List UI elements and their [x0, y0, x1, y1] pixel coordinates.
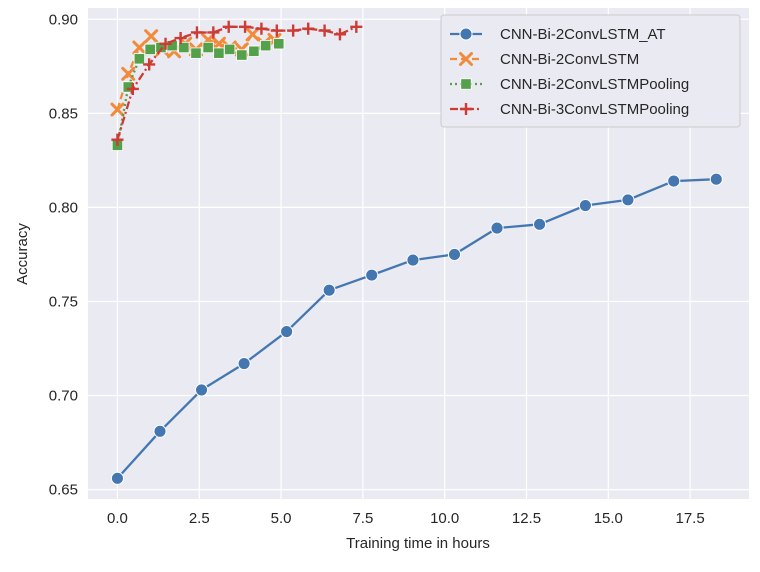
data-point [667, 174, 681, 188]
series-line [116, 25, 357, 141]
data-point [333, 28, 347, 41]
data-point [143, 58, 156, 71]
data-point [237, 357, 251, 371]
legend-label: CNN-Bi-2ConvLSTM [500, 51, 639, 68]
x-tick-label: 17.5 [675, 510, 704, 527]
legend-marker [459, 27, 473, 41]
data-point [190, 26, 204, 39]
series-1 [110, 172, 723, 485]
series-4 [111, 20, 363, 146]
y-tick-label: 0.85 [49, 105, 78, 122]
legend-entry: CNN-Bi-3ConvLSTMPooling [450, 101, 689, 118]
data-point [110, 471, 125, 485]
legend-label: CNN-Bi-2ConvLSTM_AT [500, 26, 666, 43]
y-tick-label: 0.70 [49, 388, 78, 405]
data-point [302, 22, 315, 35]
data-point [144, 29, 159, 44]
legend-entry: CNN-Bi-2ConvLSTMPooling [450, 76, 689, 93]
data-point [207, 26, 220, 39]
data-point [709, 172, 723, 186]
y-tick-label: 0.75 [49, 293, 78, 310]
data-point [287, 24, 300, 37]
data-point [322, 283, 336, 297]
data-point [447, 247, 462, 261]
data-point [174, 32, 187, 45]
data-point [159, 37, 172, 50]
legend-marker [459, 52, 473, 66]
data-point [110, 102, 125, 117]
data-point [406, 253, 420, 267]
x-tick-label: 5.0 [271, 510, 292, 527]
data-point [213, 47, 225, 59]
x-axis-label: Training time in hours [346, 535, 490, 552]
data-point [578, 198, 592, 213]
data-point [211, 36, 226, 51]
y-axis-label: Accuracy [14, 223, 31, 285]
x-tick-label: 2.5 [189, 510, 210, 527]
data-point [260, 39, 272, 52]
data-point [236, 49, 248, 61]
x-tick-label: 7.5 [352, 510, 373, 527]
data-point [202, 41, 214, 54]
legend: CNN-Bi-2ConvLSTM_AT CNN-Bi-2ConvLSTM CNN-B… [440, 14, 741, 128]
data-point [621, 193, 635, 207]
y-tick-label: 0.90 [49, 11, 78, 28]
data-point [111, 133, 124, 146]
x-tick-label: 15.0 [594, 510, 623, 527]
legend-marker [459, 102, 473, 116]
legend-label: CNN-Bi-3ConvLSTMPooling [500, 101, 689, 118]
x-tick-label: 12.5 [512, 510, 541, 527]
data-point [273, 38, 285, 50]
data-point [248, 45, 260, 57]
data-point [178, 41, 190, 54]
x-tick-label: 10.0 [430, 510, 459, 527]
data-point [133, 53, 145, 65]
data-point [190, 47, 202, 59]
data-point [365, 268, 379, 282]
data-point [318, 24, 331, 37]
legend-label: CNN-Bi-2ConvLSTMPooling [500, 76, 689, 93]
legend-entry: CNN-Bi-2ConvLSTM_AT [450, 26, 666, 43]
legend-entry: CNN-Bi-2ConvLSTM [450, 51, 639, 68]
data-point [350, 20, 363, 33]
data-point [153, 424, 167, 438]
tick-labels: 0.0 2.5 5.0 7.5 10.0 12.5 15.0 17.5 0.65 0.70 0.75… [49, 11, 705, 527]
data-point [270, 24, 283, 37]
data-point [222, 20, 235, 33]
y-tick-label: 0.80 [49, 199, 78, 216]
data-point [194, 383, 209, 397]
x-tick-label: 0.0 [107, 510, 128, 527]
y-tick-label: 0.65 [49, 482, 78, 499]
data-point [255, 22, 268, 35]
data-point [280, 325, 294, 339]
data-point [490, 221, 504, 235]
data-point [224, 43, 236, 56]
legend-box [440, 14, 741, 128]
series-layer [110, 20, 723, 485]
data-point [126, 82, 139, 95]
data-point [245, 27, 260, 42]
data-point [144, 43, 156, 56]
data-point [132, 40, 147, 55]
data-point [533, 217, 547, 231]
data-point [239, 20, 252, 33]
data-point [121, 66, 136, 81]
legend-marker [460, 78, 472, 90]
